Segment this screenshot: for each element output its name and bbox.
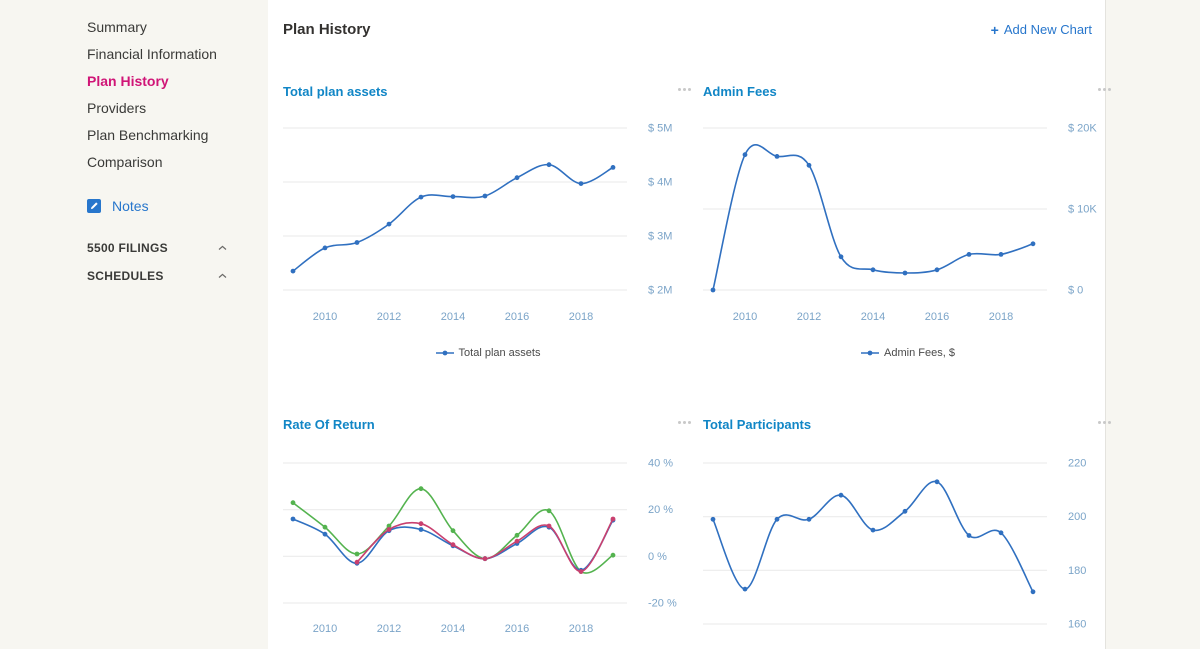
svg-text:$ 20K: $ 20K (1068, 123, 1097, 135)
main-panel: Plan History + Add New Chart Total plan … (268, 0, 1111, 649)
chart-card-header: Total plan assets (283, 84, 693, 108)
chevron-up-icon (218, 245, 227, 251)
total-participants-line-chart[interactable]: 220 200 180 160 (703, 441, 1113, 649)
chart-card-admin-fees: Admin Fees $ 20K $ 10K $ 0 2010 2012 2014 2016… (703, 84, 1113, 359)
svg-text:2016: 2016 (925, 311, 949, 323)
page-title: Plan History (283, 21, 371, 38)
chart-card-header: Total Participants (703, 417, 1113, 441)
sidebar-item-comparison[interactable]: Comparison (87, 154, 163, 170)
svg-text:2016: 2016 (505, 623, 529, 635)
svg-text:200: 200 (1068, 511, 1086, 523)
chart-card-header: Rate Of Return (283, 417, 693, 441)
chart-legend: Admin Fees, $ (703, 347, 1113, 359)
notes-label: Notes (112, 198, 149, 214)
svg-text:2018: 2018 (569, 623, 593, 635)
legend-label: Total plan assets (458, 347, 541, 359)
svg-text:2014: 2014 (441, 623, 465, 635)
ellipsis-menu-icon[interactable] (1096, 417, 1113, 428)
svg-text:2016: 2016 (505, 311, 529, 323)
add-new-chart-label: Add New Chart (1003, 22, 1092, 37)
svg-text:160: 160 (1068, 619, 1086, 631)
section-label: SCHEDULES (87, 269, 164, 283)
svg-text:2012: 2012 (377, 623, 401, 635)
svg-text:2018: 2018 (989, 311, 1013, 323)
sidebar: Summary Financial Information Plan Histo… (0, 0, 268, 649)
sidebar-item-providers[interactable]: Providers (87, 100, 147, 116)
sidebar-section-schedules[interactable]: SCHEDULES (87, 269, 227, 283)
ellipsis-menu-icon[interactable] (1096, 84, 1113, 95)
svg-text:2012: 2012 (377, 311, 401, 323)
svg-text:$ 0: $ 0 (1068, 285, 1083, 297)
sidebar-item-plan-benchmarking[interactable]: Plan Benchmarking (87, 127, 209, 143)
ellipsis-menu-icon[interactable] (676, 417, 693, 428)
chart-title: Rate Of Return (283, 417, 375, 432)
svg-text:0 %: 0 % (648, 551, 667, 563)
chart-title: Admin Fees (703, 84, 777, 99)
svg-text:20 %: 20 % (648, 504, 673, 516)
svg-text:2010: 2010 (313, 311, 337, 323)
svg-text:2018: 2018 (569, 311, 593, 323)
svg-text:-20 %: -20 % (648, 598, 677, 610)
rate-of-return-line-chart[interactable]: 40 % 20 % 0 % -20 % 2010 2012 2014 2016 2018 (283, 441, 693, 649)
svg-text:$ 5M: $ 5M (648, 123, 672, 135)
chart-card-total-participants: Total Participants 220 200 180 160 (703, 417, 1113, 649)
chart-card-total-plan-assets: Total plan assets $ 5M $ 4M $ 3M $ 2M 2010 20… (283, 84, 693, 359)
svg-text:2014: 2014 (441, 311, 465, 323)
svg-text:2010: 2010 (313, 623, 337, 635)
total-plan-assets-line-chart[interactable]: $ 5M $ 4M $ 3M $ 2M 2010 2012 2014 2016 2018 (283, 108, 693, 336)
sidebar-section-5500-filings[interactable]: 5500 FILINGS (87, 241, 227, 255)
ellipsis-menu-icon[interactable] (676, 84, 693, 95)
legend-label: Admin Fees, $ (884, 347, 955, 359)
add-new-chart-button[interactable]: + Add New Chart (991, 22, 1092, 37)
svg-text:$ 10K: $ 10K (1068, 204, 1097, 216)
sidebar-item-notes[interactable]: Notes (87, 198, 268, 214)
legend-item[interactable]: Admin Fees, $ (861, 347, 955, 359)
svg-text:2010: 2010 (733, 311, 757, 323)
sidebar-item-financial-information[interactable]: Financial Information (87, 46, 217, 62)
chart-title: Total Participants (703, 417, 812, 432)
page-header: Plan History + Add New Chart (268, 0, 1105, 38)
chevron-up-icon (218, 273, 227, 279)
sidebar-item-plan-history[interactable]: Plan History (87, 73, 169, 89)
chart-legend: Total plan assets (283, 347, 693, 359)
section-label: 5500 FILINGS (87, 241, 168, 255)
svg-text:220: 220 (1068, 458, 1086, 470)
chart-card-rate-of-return: Rate Of Return 40 % 20 % 0 % -20 % 2010 2012 2… (283, 417, 693, 649)
admin-fees-line-chart[interactable]: $ 20K $ 10K $ 0 2010 2012 2014 2016 2018 (703, 108, 1113, 336)
sidebar-nav: Summary Financial Information Plan Histo… (87, 14, 268, 176)
svg-text:2012: 2012 (797, 311, 821, 323)
svg-text:$ 4M: $ 4M (648, 177, 672, 189)
plus-icon: + (990, 21, 999, 38)
svg-text:40 %: 40 % (648, 458, 673, 470)
svg-text:$ 2M: $ 2M (648, 285, 672, 297)
svg-text:2014: 2014 (861, 311, 885, 323)
chart-title: Total plan assets (283, 84, 388, 99)
svg-text:$ 3M: $ 3M (648, 231, 672, 243)
note-edit-icon (87, 199, 101, 213)
legend-item[interactable]: Total plan assets (435, 347, 541, 359)
sidebar-item-summary[interactable]: Summary (87, 19, 147, 35)
svg-text:180: 180 (1068, 565, 1086, 577)
chart-card-header: Admin Fees (703, 84, 1113, 108)
